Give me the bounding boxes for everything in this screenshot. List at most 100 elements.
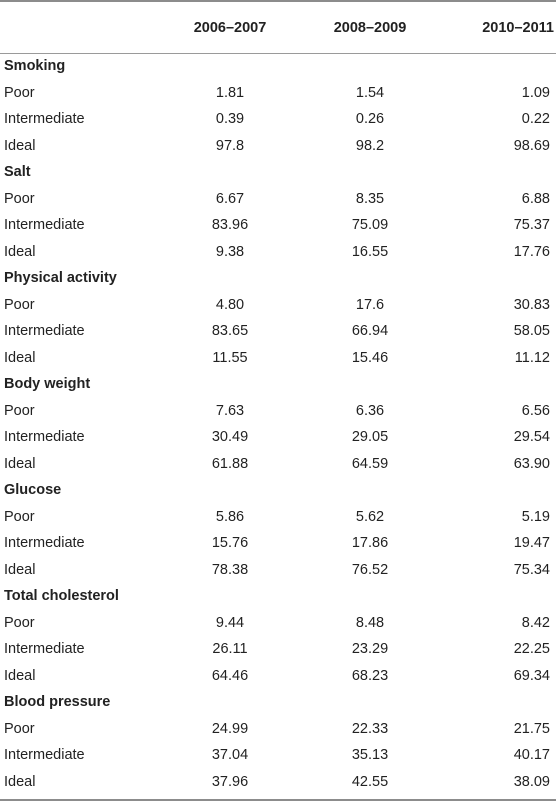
value-cell: 11.55 xyxy=(212,349,248,366)
header-row: 2006–2007 2008–2009 2010–2011 xyxy=(0,2,556,53)
row-label: Intermediate xyxy=(4,535,85,552)
row-label: Ideal xyxy=(4,455,36,472)
value-cell: 8.48 xyxy=(355,614,385,631)
value-cell: 22.25 xyxy=(513,641,550,658)
value-cell: 42.55 xyxy=(351,773,389,790)
table-row: Intermediate 26.11 23.29 22.25 xyxy=(0,636,556,663)
value-cell: 11.12 xyxy=(514,349,550,366)
section-row: Physical activity xyxy=(0,265,556,292)
value-cell: 24.99 xyxy=(211,720,249,737)
value-cell: 64.46 xyxy=(211,667,249,684)
value-cell: 58.05 xyxy=(513,323,550,340)
table-row: Poor 7.63 6.36 6.56 xyxy=(0,398,556,425)
row-label: Ideal xyxy=(4,243,36,260)
table-row: Intermediate 0.39 0.26 0.22 xyxy=(0,106,556,133)
section-title: Blood pressure xyxy=(4,694,111,711)
value-cell: 4.80 xyxy=(215,296,245,313)
value-cell: 23.29 xyxy=(351,641,389,658)
row-label: Intermediate xyxy=(4,217,85,234)
row-label: Poor xyxy=(4,190,35,207)
value-cell: 6.88 xyxy=(521,190,550,207)
table-row: Poor 6.67 8.35 6.88 xyxy=(0,186,556,213)
row-label: Ideal xyxy=(4,561,36,578)
table-row: Ideal 11.55 15.46 11.12 xyxy=(0,345,556,372)
table-row: Intermediate 83.96 75.09 75.37 xyxy=(0,212,556,239)
table-top-rule xyxy=(0,0,556,2)
value-cell: 66.94 xyxy=(351,323,389,340)
value-cell: 6.67 xyxy=(215,190,245,207)
row-label: Intermediate xyxy=(4,641,85,658)
section-title: Smoking xyxy=(4,58,66,75)
section-title: Body weight xyxy=(4,376,91,393)
row-label: Intermediate xyxy=(4,429,85,446)
row-label: Ideal xyxy=(4,349,36,366)
value-cell: 8.42 xyxy=(521,614,550,631)
section-row: Body weight xyxy=(0,371,556,398)
value-cell: 7.63 xyxy=(215,402,245,419)
value-cell: 30.83 xyxy=(513,296,550,313)
value-cell: 1.09 xyxy=(521,84,550,101)
row-label: Poor xyxy=(4,402,35,419)
table-row: Ideal 64.46 68.23 69.34 xyxy=(0,663,556,690)
value-cell: 35.13 xyxy=(351,747,389,764)
row-label: Poor xyxy=(4,84,35,101)
value-cell: 97.8 xyxy=(215,137,245,154)
value-cell: 5.86 xyxy=(215,508,245,525)
section-row: Smoking xyxy=(0,53,556,80)
row-label: Ideal xyxy=(4,773,36,790)
row-label: Intermediate xyxy=(4,747,85,764)
section-row: Glucose xyxy=(0,477,556,504)
table-header: 2006–2007 2008–2009 2010–2011 xyxy=(0,2,556,53)
section-row: Salt xyxy=(0,159,556,186)
value-cell: 37.96 xyxy=(211,773,249,790)
value-cell: 29.05 xyxy=(351,429,389,446)
value-cell: 61.88 xyxy=(211,455,249,472)
header-year-2: 2008–2009 xyxy=(333,19,407,36)
row-label: Poor xyxy=(4,720,35,737)
table-body: Smoking Poor 1.81 1.54 1.09 Intermediate 0.39 0… xyxy=(0,53,556,795)
value-cell: 78.38 xyxy=(211,561,249,578)
value-cell: 22.33 xyxy=(351,720,389,737)
value-cell: 19.47 xyxy=(513,535,550,552)
table-row: Ideal 61.88 64.59 63.90 xyxy=(0,451,556,478)
table-row: Ideal 9.38 16.55 17.76 xyxy=(0,239,556,266)
row-label: Ideal xyxy=(4,667,36,684)
value-cell: 0.39 xyxy=(215,111,245,128)
row-label: Poor xyxy=(4,614,35,631)
value-cell: 76.52 xyxy=(351,561,389,578)
value-cell: 75.09 xyxy=(351,217,389,234)
row-label: Ideal xyxy=(4,137,36,154)
value-cell: 40.17 xyxy=(513,747,550,764)
value-cell: 63.90 xyxy=(513,455,550,472)
value-cell: 83.96 xyxy=(211,217,249,234)
header-year-3: 2010–2011 xyxy=(440,2,556,53)
value-cell: 17.6 xyxy=(355,296,385,313)
value-cell: 9.38 xyxy=(215,243,245,260)
value-cell: 6.36 xyxy=(355,402,385,419)
value-cell: 37.04 xyxy=(211,747,249,764)
value-cell: 1.54 xyxy=(355,84,385,101)
value-cell: 98.69 xyxy=(513,137,550,154)
value-cell: 5.19 xyxy=(521,508,550,525)
value-cell: 98.2 xyxy=(355,137,385,154)
value-cell: 15.76 xyxy=(211,535,249,552)
table-header-rule xyxy=(0,53,556,54)
value-cell: 69.34 xyxy=(513,667,550,684)
table-row: Poor 4.80 17.6 30.83 xyxy=(0,292,556,319)
section-title: Glucose xyxy=(4,482,62,499)
section-title: Salt xyxy=(4,164,31,181)
value-cell: 38.09 xyxy=(513,773,550,790)
value-cell: 9.44 xyxy=(215,614,245,631)
section-title: Total cholesterol xyxy=(4,588,119,605)
value-cell: 15.46 xyxy=(351,349,389,366)
section-row: Blood pressure xyxy=(0,689,556,716)
value-cell: 29.54 xyxy=(513,429,550,446)
value-cell: 17.86 xyxy=(351,535,389,552)
value-cell: 8.35 xyxy=(355,190,385,207)
header-year-3-text: 2010–2011 xyxy=(482,19,554,36)
section-row: Total cholesterol xyxy=(0,583,556,610)
table-row: Poor 9.44 8.48 8.42 xyxy=(0,610,556,637)
value-cell: 5.62 xyxy=(355,508,385,525)
